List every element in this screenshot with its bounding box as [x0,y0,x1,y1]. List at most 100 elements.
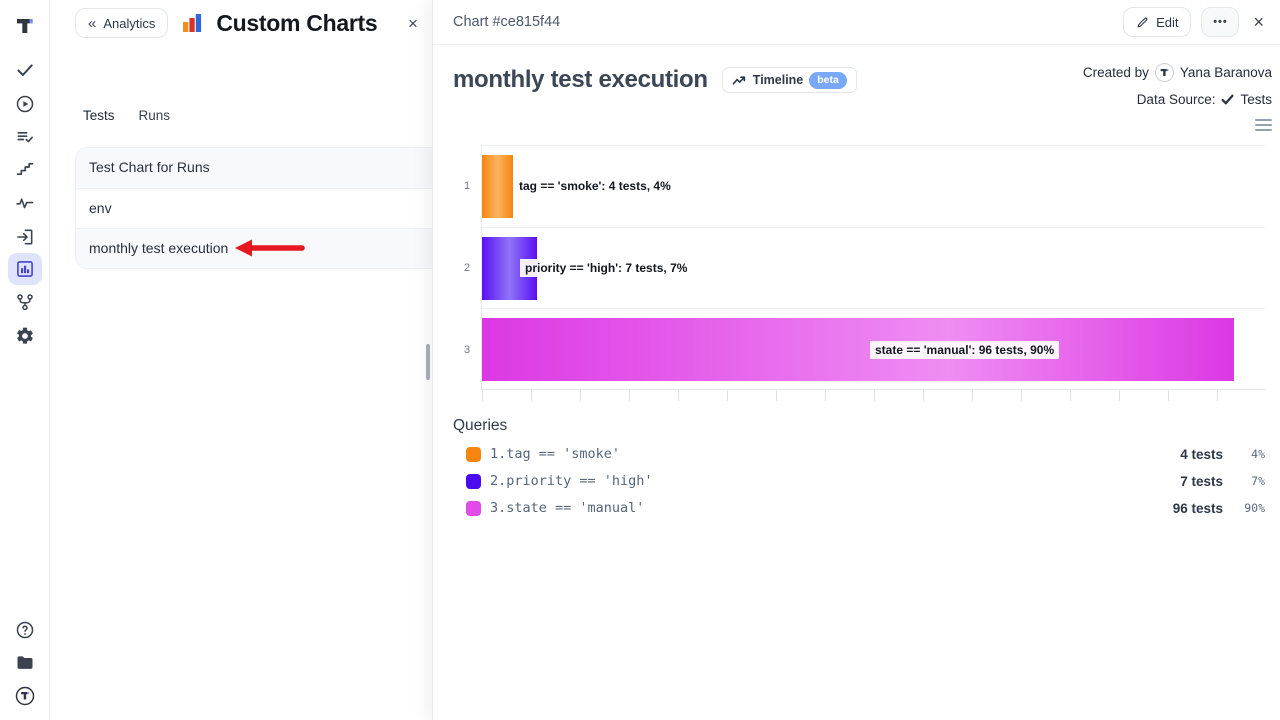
list-item-env[interactable]: env [76,188,432,228]
gear-icon [16,327,33,344]
sidebar-item-runs[interactable] [8,88,42,120]
query-tests-count: 4 tests [1180,446,1223,462]
check-icon [1221,94,1234,104]
ellipsis-icon: ••• [1213,16,1228,28]
bar-state-manual[interactable] [482,318,1234,382]
row-label-2: 2 [463,261,471,274]
drawer-tabs: Tests Runs [83,108,170,123]
annotation-arrow-icon [235,239,305,257]
queries-title: Queries [453,417,508,434]
steps-icon [16,162,33,175]
timeline-button-label: Timeline [752,73,804,87]
import-icon [16,229,32,245]
sidebar-item-branches[interactable] [8,286,42,318]
query-tests-count: 7 tests [1180,473,1223,489]
query-tests-count: 96 tests [1172,500,1223,516]
query-percent: 4% [1251,447,1265,461]
avatar [1154,62,1174,82]
timeline-button[interactable]: Timeline beta [721,67,857,93]
drawer-header: « Analytics Custom Charts [75,8,378,38]
row-label-1: 1 [463,180,471,193]
check-icon [16,64,33,76]
list-item-monthly-test-execution[interactable]: monthly test execution [76,228,432,268]
panel-header-title: Chart #ce815f44 [453,14,561,30]
app-sidebar [0,0,50,720]
bar-row-2: 2 priority == 'high': 7 tests, 7% [464,226,1265,309]
edit-button[interactable]: Edit [1123,7,1192,37]
sidebar-item-tests[interactable] [8,54,42,86]
query-index: 3. [490,500,507,516]
sidebar-item-settings[interactable] [8,320,42,352]
data-source-line: Data Source: Tests [1083,89,1272,109]
bar-label-priority-high: priority == 'high': 7 tests, 7% [520,258,693,277]
query-row-2[interactable]: 2. priority == 'high' 7 tests 7% [453,473,1265,489]
trending-up-icon [732,75,745,85]
query-swatch-orange [466,446,481,462]
bar-label-smoke: tag == 'smoke': 4 tests, 4% [514,177,676,196]
close-icon: × [1253,11,1264,32]
bar-label-state-manual: state == 'manual': 96 tests, 90% [870,340,1060,359]
panel-header: Chart #ce815f44 Edit ••• × [433,0,1280,45]
query-swatch-magenta [466,500,481,516]
data-source-value: Tests [1240,91,1272,107]
activity-icon [15,198,33,209]
tab-runs[interactable]: Runs [138,108,171,123]
tab-tests[interactable]: Tests [83,108,115,123]
query-row-1[interactable]: 1. tag == 'smoke' 4 tests 4% [453,446,1265,462]
query-percent: 7% [1251,474,1265,488]
folder-icon [17,656,32,669]
created-by-user: Yana Baranova [1179,64,1272,80]
query-text: tag == 'smoke' [506,446,621,462]
bar-row-1: 1 tag == 'smoke': 4 tests, 4% [464,145,1265,227]
help-icon [16,621,33,639]
bar-smoke[interactable] [482,155,514,218]
panel-header-actions: Edit ••• × [1123,7,1268,37]
sidebar-item-account[interactable] [8,680,42,712]
close-icon: × [408,14,418,33]
chart-meta: Created by Yana Baranova Data Source: Te… [1083,62,1272,116]
sidebar-item-import[interactable] [8,221,42,253]
beta-badge: beta [809,71,847,89]
chevrons-left-icon: « [88,14,97,32]
created-by-label: Created by [1082,64,1149,80]
bar-chart-icon [16,261,33,277]
sidebar-item-custom-charts[interactable] [7,253,42,285]
bar-row-3: 3 state == 'manual': 96 tests, 90% [464,308,1265,390]
logo-t-icon [16,19,33,33]
custom-charts-icon [183,14,202,32]
custom-charts-drawer: « Analytics Custom Charts × Tests Runs T… [50,0,432,720]
app-logo[interactable] [8,10,42,42]
x-axis-ticks [482,390,1265,401]
list-check-icon [17,132,33,143]
query-swatch-purple [466,473,481,489]
query-percent: 90% [1244,501,1265,515]
query-text: state == 'manual' [506,500,645,516]
chart-title-row: monthly test execution Timeline beta [453,66,857,94]
created-by-line: Created by Yana Baranova [1083,62,1272,82]
chart-detail-panel: Chart #ce815f44 Edit ••• × monthly test … [432,0,1280,720]
bar-chart-plot: 1 tag == 'smoke': 4 tests, 4% 2 priority… [464,145,1265,401]
sidebar-item-plans[interactable] [8,121,42,153]
query-index: 2. [490,473,507,489]
more-options-button[interactable]: ••• [1201,7,1240,37]
branch-icon [16,294,33,311]
query-index: 1. [490,446,507,462]
back-to-analytics-button[interactable]: « Analytics [75,8,169,38]
data-source-label: Data Source: [1136,91,1216,107]
pencil-icon [1137,16,1148,27]
drawer-close-button[interactable]: × [394,6,432,42]
drawer-scrollbar[interactable] [426,344,430,380]
sidebar-item-help[interactable] [8,614,42,646]
sidebar-item-analytics[interactable] [8,187,42,219]
sidebar-item-projects[interactable] [8,647,42,679]
panel-close-button[interactable]: × [1249,12,1268,33]
account-t-icon [15,686,34,706]
list-item-test-chart-for-runs[interactable]: Test Chart for Runs [76,148,432,188]
avatar-t-icon [1160,68,1169,76]
sidebar-item-steps[interactable] [8,154,42,186]
query-row-3[interactable]: 3. state == 'manual' 96 tests 90% [453,500,1265,516]
back-button-label: Analytics [103,15,156,31]
chart-menu-icon[interactable] [1253,117,1274,133]
drawer-title: Custom Charts [216,9,378,36]
query-text: priority == 'high' [506,473,653,489]
